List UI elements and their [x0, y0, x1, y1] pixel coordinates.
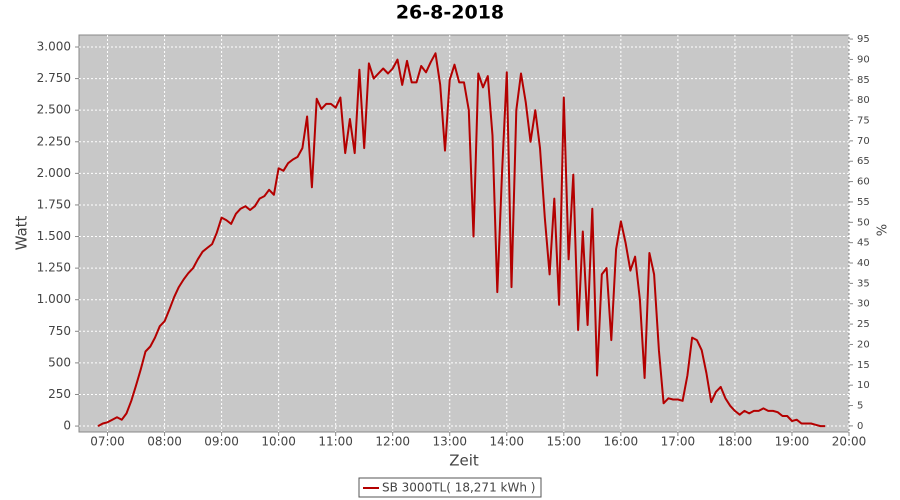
y-tick-label: 1.500 [37, 229, 71, 243]
y2-tick-label: 0 [857, 421, 863, 432]
y-tick-label: 2.250 [37, 134, 71, 148]
y2-tick-label: 70 [857, 136, 870, 147]
y2-tick-label: 15 [857, 360, 870, 371]
legend [358, 477, 542, 498]
x-tick-label: 17:00 [661, 435, 696, 449]
x-tick-label: 14:00 [489, 435, 524, 449]
x-tick-label: 19:00 [775, 435, 810, 449]
y2-tick-label: 30 [857, 299, 870, 310]
x-tick-label: 13:00 [432, 435, 467, 449]
y-tick-label: 750 [48, 324, 71, 338]
y2-tick-label: 25 [857, 319, 870, 330]
x-tick-label: 18:00 [718, 435, 753, 449]
y2-tick-label: 60 [857, 177, 870, 188]
x-tick-label: 12:00 [375, 435, 410, 449]
y2-tick-label: 45 [857, 238, 870, 249]
x-tick-label: 11:00 [318, 435, 353, 449]
y-tick-label: 500 [48, 355, 71, 369]
data-line [97, 52, 826, 428]
y-axis-label: Watt [13, 215, 31, 250]
y2-tick-label: 5 [857, 401, 863, 412]
x-tick-label: 10:00 [261, 435, 296, 449]
y2-tick-label: 55 [857, 197, 870, 208]
x-tick-label: 09:00 [204, 435, 239, 449]
y-tick-label: 2.500 [37, 103, 71, 117]
x-tick-label: 08:00 [147, 435, 182, 449]
y-tick-label: 1.250 [37, 261, 71, 275]
y2-tick-label: 95 [857, 34, 870, 45]
y-tick-label: 1.000 [37, 292, 71, 306]
y2-tick-label: 10 [857, 380, 870, 391]
y2-tick-label: 20 [857, 339, 870, 350]
x-axis-label: Zeit [449, 452, 479, 470]
y2-tick-label: 85 [857, 75, 870, 86]
y-tick-label: 1.750 [37, 197, 71, 211]
x-tick-label: 15:00 [547, 435, 582, 449]
y-tick-label: 2.000 [37, 166, 71, 180]
y2-tick-label: 35 [857, 278, 870, 289]
y2-tick-label: 90 [857, 54, 870, 65]
chart-title: 26-8-2018 [396, 2, 504, 24]
y-tick-label: 3.000 [37, 40, 71, 54]
y2-axis-label: % [876, 224, 891, 236]
y2-tick-label: 80 [857, 95, 870, 106]
y-tick-label: 250 [48, 387, 71, 401]
y2-tick-label: 65 [857, 156, 870, 167]
plot-area [78, 34, 850, 433]
y2-tick-label: 40 [857, 258, 870, 269]
x-tick-label: 16:00 [604, 435, 639, 449]
x-tick-label: 20:00 [832, 435, 867, 449]
y-tick-label: 2.750 [37, 71, 71, 85]
y-tick-label: 0 [63, 419, 71, 433]
x-tick-label: 07:00 [90, 435, 125, 449]
y2-tick-label: 75 [857, 116, 870, 127]
y2-tick-label: 50 [857, 217, 870, 228]
legend-label: SB 3000TL( 18,271 kWh ) [382, 481, 535, 495]
